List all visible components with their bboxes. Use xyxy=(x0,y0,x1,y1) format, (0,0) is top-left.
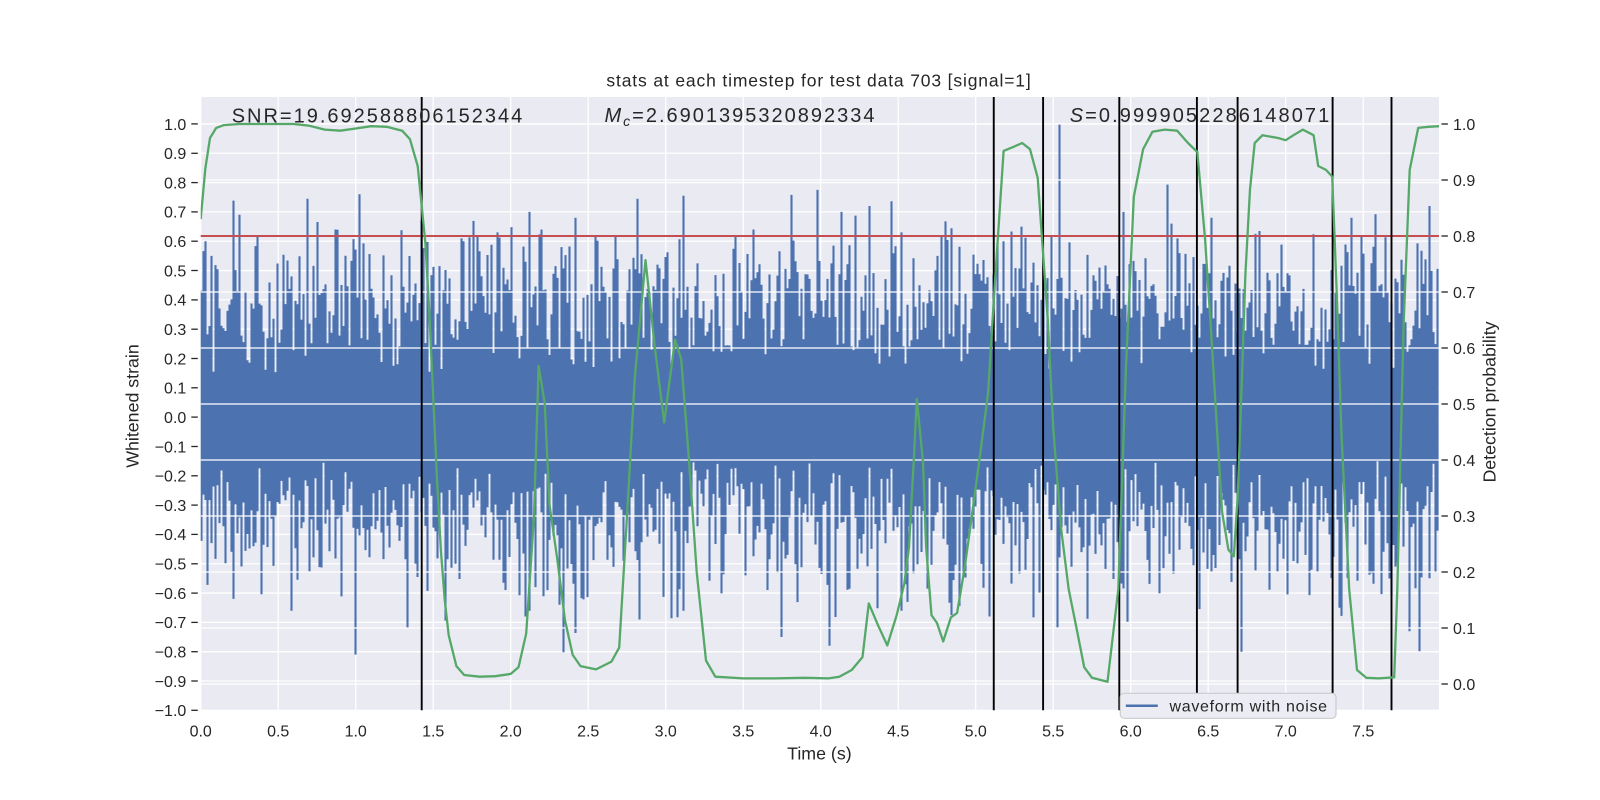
svg-text:5.0: 5.0 xyxy=(965,724,987,741)
svg-text:6.5: 6.5 xyxy=(1197,724,1219,741)
svg-text:Time (s): Time (s) xyxy=(787,743,852,763)
svg-text:1.0: 1.0 xyxy=(164,117,186,134)
svg-text:−0.4: −0.4 xyxy=(155,527,187,544)
svg-text:3.0: 3.0 xyxy=(655,724,677,741)
svg-text:0.7: 0.7 xyxy=(1453,285,1475,302)
svg-text:7.5: 7.5 xyxy=(1352,724,1374,741)
svg-text:0.0: 0.0 xyxy=(1453,677,1475,694)
svg-text:Mc=2.6901395320892334: Mc=2.6901395320892334 xyxy=(605,105,877,129)
svg-text:0.1: 0.1 xyxy=(164,381,186,398)
svg-text:−0.8: −0.8 xyxy=(155,645,187,662)
svg-text:0.0: 0.0 xyxy=(164,410,186,427)
svg-text:2.0: 2.0 xyxy=(500,724,522,741)
svg-text:−0.9: −0.9 xyxy=(155,674,187,691)
svg-text:−1.0: −1.0 xyxy=(155,703,187,720)
svg-text:0.6: 0.6 xyxy=(164,234,186,251)
svg-text:Whitened strain: Whitened strain xyxy=(122,344,142,468)
svg-text:0.4: 0.4 xyxy=(1453,453,1475,470)
svg-text:0.2: 0.2 xyxy=(164,351,186,368)
svg-text:5.5: 5.5 xyxy=(1042,724,1064,741)
svg-text:0.3: 0.3 xyxy=(1453,509,1475,526)
svg-text:7.0: 7.0 xyxy=(1275,724,1297,741)
svg-text:0.3: 0.3 xyxy=(164,322,186,339)
svg-text:0.9: 0.9 xyxy=(164,146,186,163)
svg-text:0.5: 0.5 xyxy=(1453,397,1475,414)
svg-text:stats at each timestep for tes: stats at each timestep for test data 703… xyxy=(606,71,1031,91)
svg-text:0.5: 0.5 xyxy=(267,724,289,741)
svg-text:0.0: 0.0 xyxy=(190,724,212,741)
svg-text:−0.7: −0.7 xyxy=(155,615,187,632)
svg-text:4.5: 4.5 xyxy=(887,724,909,741)
svg-text:−0.3: −0.3 xyxy=(155,498,187,515)
svg-text:−0.2: −0.2 xyxy=(155,469,187,486)
svg-text:0.2: 0.2 xyxy=(1453,565,1475,582)
svg-text:waveform with noise: waveform with noise xyxy=(1169,698,1328,715)
svg-text:Detection probability: Detection probability xyxy=(1480,321,1500,482)
svg-text:1.0: 1.0 xyxy=(345,724,367,741)
svg-text:0.8: 0.8 xyxy=(164,175,186,192)
svg-text:−0.6: −0.6 xyxy=(155,586,187,603)
svg-text:−0.5: −0.5 xyxy=(155,557,187,574)
svg-text:0.1: 0.1 xyxy=(1453,621,1475,638)
svg-text:1.5: 1.5 xyxy=(422,724,444,741)
svg-text:1.0: 1.0 xyxy=(1453,117,1475,134)
svg-text:0.8: 0.8 xyxy=(1453,229,1475,246)
svg-text:0.5: 0.5 xyxy=(164,263,186,280)
svg-text:S=0.9999052286148071: S=0.9999052286148071 xyxy=(1070,105,1332,127)
svg-text:0.7: 0.7 xyxy=(164,205,186,222)
svg-text:0.6: 0.6 xyxy=(1453,341,1475,358)
svg-text:2.5: 2.5 xyxy=(577,724,599,741)
svg-text:4.0: 4.0 xyxy=(810,724,832,741)
svg-text:−0.1: −0.1 xyxy=(155,439,187,456)
svg-text:SNR=19.692588806152344: SNR=19.692588806152344 xyxy=(232,105,525,127)
svg-text:3.5: 3.5 xyxy=(732,724,754,741)
svg-text:0.4: 0.4 xyxy=(164,293,186,310)
svg-text:0.9: 0.9 xyxy=(1453,173,1475,190)
svg-text:6.0: 6.0 xyxy=(1120,724,1142,741)
